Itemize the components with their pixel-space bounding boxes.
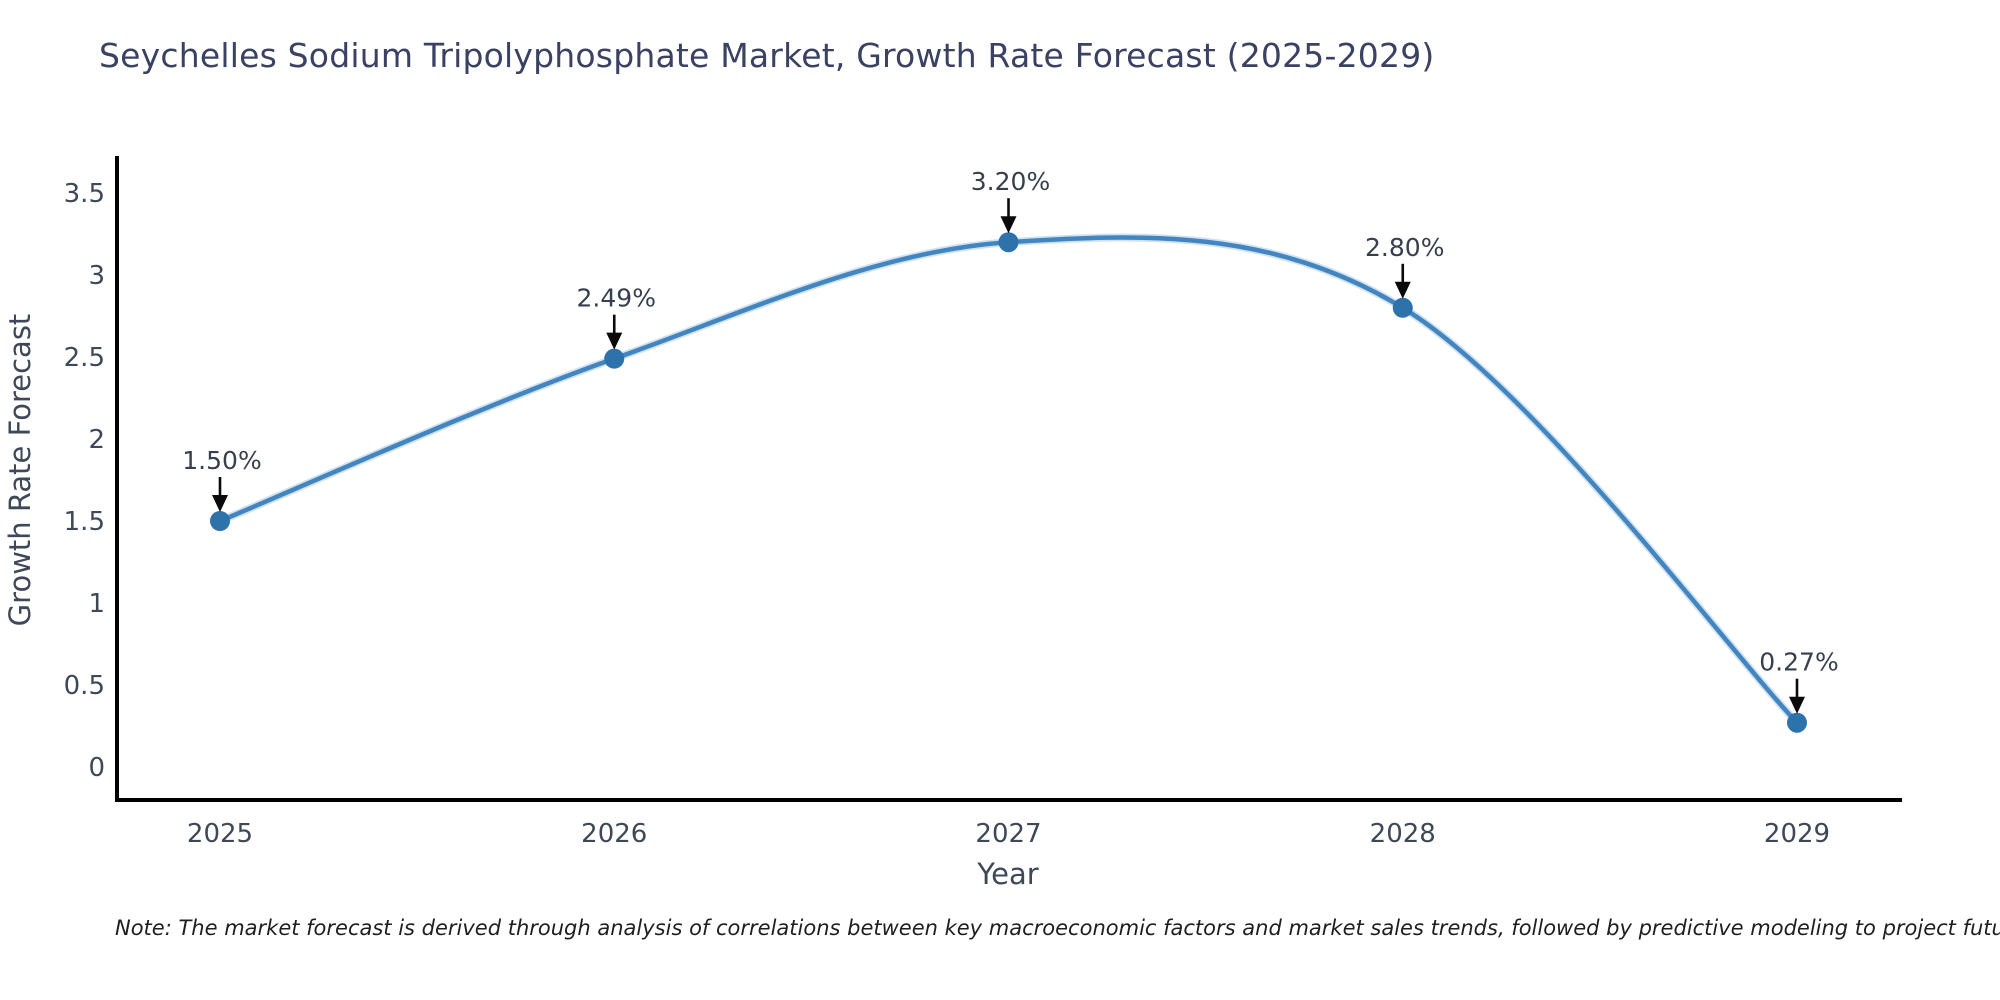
data-point-marker (998, 232, 1019, 253)
y-axis-title: Growth Rate Forecast (3, 314, 37, 627)
annotation-arrow-head (1394, 281, 1411, 299)
series-line-halo (216, 233, 1801, 727)
x-tick-label: 2027 (975, 819, 1041, 849)
y-tick-label: 1.5 (64, 507, 105, 537)
annotation-arrow-head (606, 332, 623, 350)
point-annotation (1789, 678, 1805, 714)
annotation-arrow-head (212, 495, 228, 512)
point-annotation-label: 2.80% (1365, 233, 1444, 262)
axis-spines (115, 156, 1902, 802)
x-axis-title: Year (976, 857, 1038, 891)
data-point-marker (604, 348, 625, 369)
y-tick-label: 2 (88, 425, 105, 455)
x-tick-label: 2028 (1370, 819, 1436, 849)
y-tick-label: 3 (88, 261, 105, 291)
data-point-marker (1787, 712, 1807, 733)
y-tick-label: 2.5 (64, 343, 105, 373)
point-annotation (212, 477, 228, 512)
x-tick-label: 2025 (187, 819, 253, 849)
x-tick-label: 2029 (1764, 819, 1830, 849)
point-annotation (1000, 198, 1017, 234)
x-tick-label: 2026 (581, 819, 647, 849)
point-annotation-label: 2.49% (577, 284, 656, 313)
data-point-marker (1392, 297, 1413, 318)
y-tick-label: 0.5 (64, 671, 105, 701)
y-tick-label: 1 (88, 589, 105, 619)
point-annotation (1394, 263, 1411, 299)
annotation-arrow-head (1789, 696, 1805, 714)
point-annotation-label: 3.20% (971, 167, 1050, 196)
y-tick-label: 0 (88, 753, 105, 783)
annotation-arrow-head (1000, 216, 1017, 234)
series-line (217, 235, 1800, 725)
point-annotation-label: 1.50% (182, 446, 261, 475)
y-tick-label: 3.5 (64, 179, 105, 209)
chart-title: Seychelles Sodium Tripolyphosphate Marke… (99, 36, 1435, 75)
point-annotation-label: 0.27% (1759, 648, 1838, 677)
point-annotation (606, 314, 623, 350)
data-point-marker (210, 511, 230, 531)
footnote: Note: The market forecast is derived thr… (115, 916, 2000, 940)
